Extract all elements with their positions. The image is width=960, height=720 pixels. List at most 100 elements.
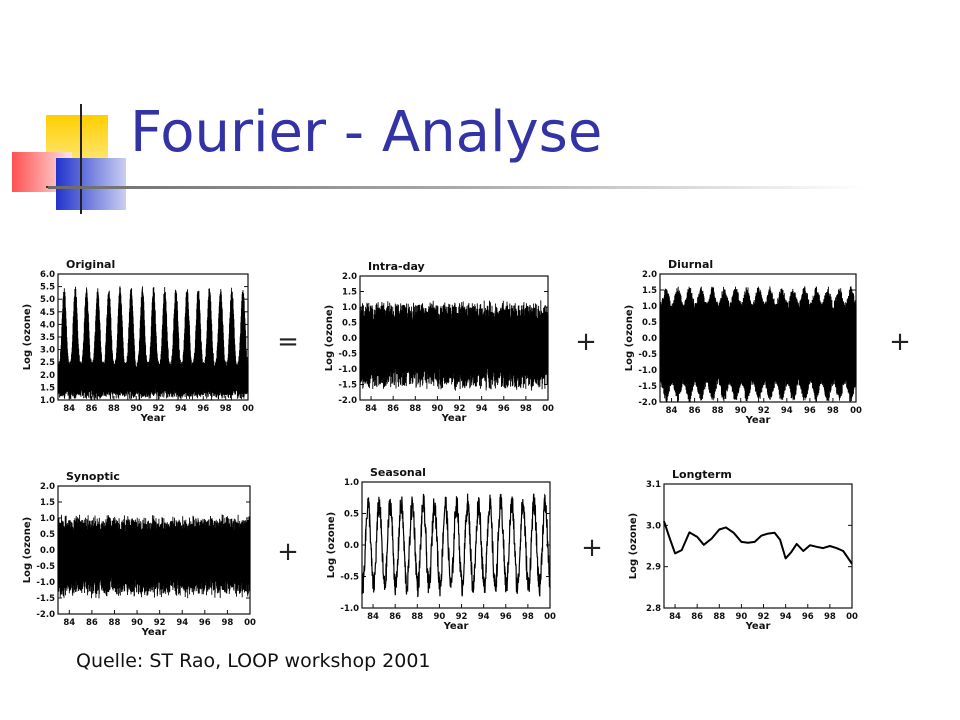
y-tick-label: 2.0	[642, 270, 657, 280]
y-tick-label: 1.5	[40, 383, 55, 393]
x-tick-label: 00	[242, 404, 254, 414]
x-tick-label: 96	[498, 404, 510, 414]
y-tick-label: 2.0	[40, 482, 55, 492]
series-line	[663, 520, 853, 565]
panel-seasonal: Seasonal -1.0 -0.5 0.0 0.5 1.0 84 86 88 90 92 94 96 9…	[326, 466, 556, 632]
x-axis-label: Year	[745, 415, 771, 426]
y-tick-label: 6.0	[40, 270, 55, 280]
slide-title: Fourier - Analyse	[130, 100, 603, 165]
y-axis-label: Log (ozone)	[628, 513, 639, 579]
y-tick-label: 1.0	[642, 302, 657, 312]
y-tick-label: 2.0	[40, 371, 55, 381]
y-tick-label: -1.0	[638, 366, 657, 376]
y-tick-label: -1.0	[338, 365, 357, 375]
series-line	[57, 286, 249, 400]
y-tick-label: 3.0	[40, 346, 55, 356]
x-tick-label: 86	[86, 618, 98, 628]
plus-sign: +	[575, 327, 597, 357]
x-tick-label: 96	[199, 618, 211, 628]
x-tick-label: 92	[456, 612, 468, 622]
x-tick-label: 90	[131, 618, 143, 628]
x-tick-label: 90	[735, 406, 747, 416]
x-tick-label: 00	[244, 618, 256, 628]
x-tick-label: 96	[500, 612, 512, 622]
panel-title: Original	[66, 258, 115, 271]
x-tick-label: 86	[389, 612, 401, 622]
y-tick-label: 1.5	[642, 286, 657, 296]
x-tick-label: 88	[108, 404, 120, 414]
slide-decoration-vertical-line	[80, 104, 82, 214]
x-tick-label: 84	[666, 406, 678, 416]
plus-sign: +	[889, 327, 911, 357]
x-tick-label: 92	[454, 404, 466, 414]
panel-title: Diurnal	[668, 258, 713, 271]
y-tick-label: 4.0	[40, 320, 55, 330]
y-tick-label: 1.0	[344, 478, 359, 488]
x-tick-label: 92	[758, 612, 770, 622]
y-tick-label: -1.0	[36, 578, 55, 588]
x-axis-label: Year	[141, 627, 167, 638]
slide-decoration-blue-square	[56, 158, 126, 210]
panel-title: Seasonal	[370, 466, 426, 479]
x-tick-label: 94	[780, 612, 792, 622]
y-axis-label: Log (ozone)	[22, 517, 33, 583]
series-line	[361, 493, 551, 598]
series-line	[659, 286, 857, 402]
x-tick-label: 88	[712, 406, 724, 416]
panel-title: Synoptic	[66, 470, 120, 483]
x-tick-label: 98	[522, 612, 534, 622]
x-tick-label: 00	[544, 612, 556, 622]
x-tick-label: 00	[846, 612, 858, 622]
series-line	[359, 300, 549, 391]
y-tick-label: 0.5	[40, 530, 55, 540]
x-tick-label: 92	[153, 404, 165, 414]
y-tick-label: 4.5	[40, 308, 55, 318]
y-tick-label: 1.5	[342, 288, 357, 298]
x-tick-label: 90	[130, 404, 142, 414]
x-tick-label: 90	[431, 404, 443, 414]
y-tick-label: 0.0	[344, 541, 359, 551]
y-axis-label: Log (ozone)	[326, 512, 337, 578]
x-tick-label: 96	[197, 404, 209, 414]
y-tick-label: 1.0	[342, 303, 357, 313]
x-tick-label: 96	[804, 406, 816, 416]
plus-sign: +	[277, 537, 299, 567]
x-tick-label: 86	[86, 404, 98, 414]
y-axis-label: Log (ozone)	[324, 305, 335, 371]
y-tick-label: 2.8	[646, 604, 661, 614]
y-tick-label: -2.0	[338, 396, 357, 406]
series-line	[57, 514, 251, 599]
x-tick-label: 86	[689, 406, 701, 416]
x-tick-label: 98	[221, 618, 233, 628]
y-tick-label: 1.0	[40, 396, 55, 406]
x-tick-label: 90	[433, 612, 445, 622]
x-tick-label: 84	[669, 612, 681, 622]
y-tick-label: 0.0	[342, 334, 357, 344]
x-tick-label: 94	[176, 618, 188, 628]
y-tick-label: 5.0	[40, 295, 55, 305]
x-axis-label: Year	[140, 413, 166, 424]
y-tick-label: 5.5	[40, 283, 55, 293]
x-tick-label: 88	[713, 612, 725, 622]
x-axis-label: Year	[443, 621, 469, 632]
y-tick-label: -2.0	[638, 398, 657, 408]
y-tick-label: 2.9	[646, 563, 661, 573]
panel-diurnal: Diurnal -2.0 -1.5 -1.0 -0.5 0.0 0.5 1.0 1.5 2.0 84…	[624, 258, 862, 426]
plus-sign: +	[581, 533, 603, 563]
y-tick-label: -0.5	[338, 350, 357, 360]
x-tick-label: 00	[850, 406, 862, 416]
x-tick-label: 94	[781, 406, 793, 416]
x-tick-label: 94	[175, 404, 187, 414]
title-underline	[48, 186, 868, 189]
y-tick-label: 0.5	[642, 318, 657, 328]
y-tick-label: 3.5	[40, 333, 55, 343]
x-tick-label: 94	[478, 612, 490, 622]
y-tick-label: 1.5	[40, 498, 55, 508]
x-tick-label: 88	[411, 612, 423, 622]
x-tick-label: 92	[758, 406, 770, 416]
x-tick-label: 88	[409, 404, 421, 414]
y-tick-label: 1.0	[40, 514, 55, 524]
x-tick-label: 86	[691, 612, 703, 622]
x-axis-label: Year	[745, 621, 771, 632]
y-tick-label: 0.0	[642, 334, 657, 344]
